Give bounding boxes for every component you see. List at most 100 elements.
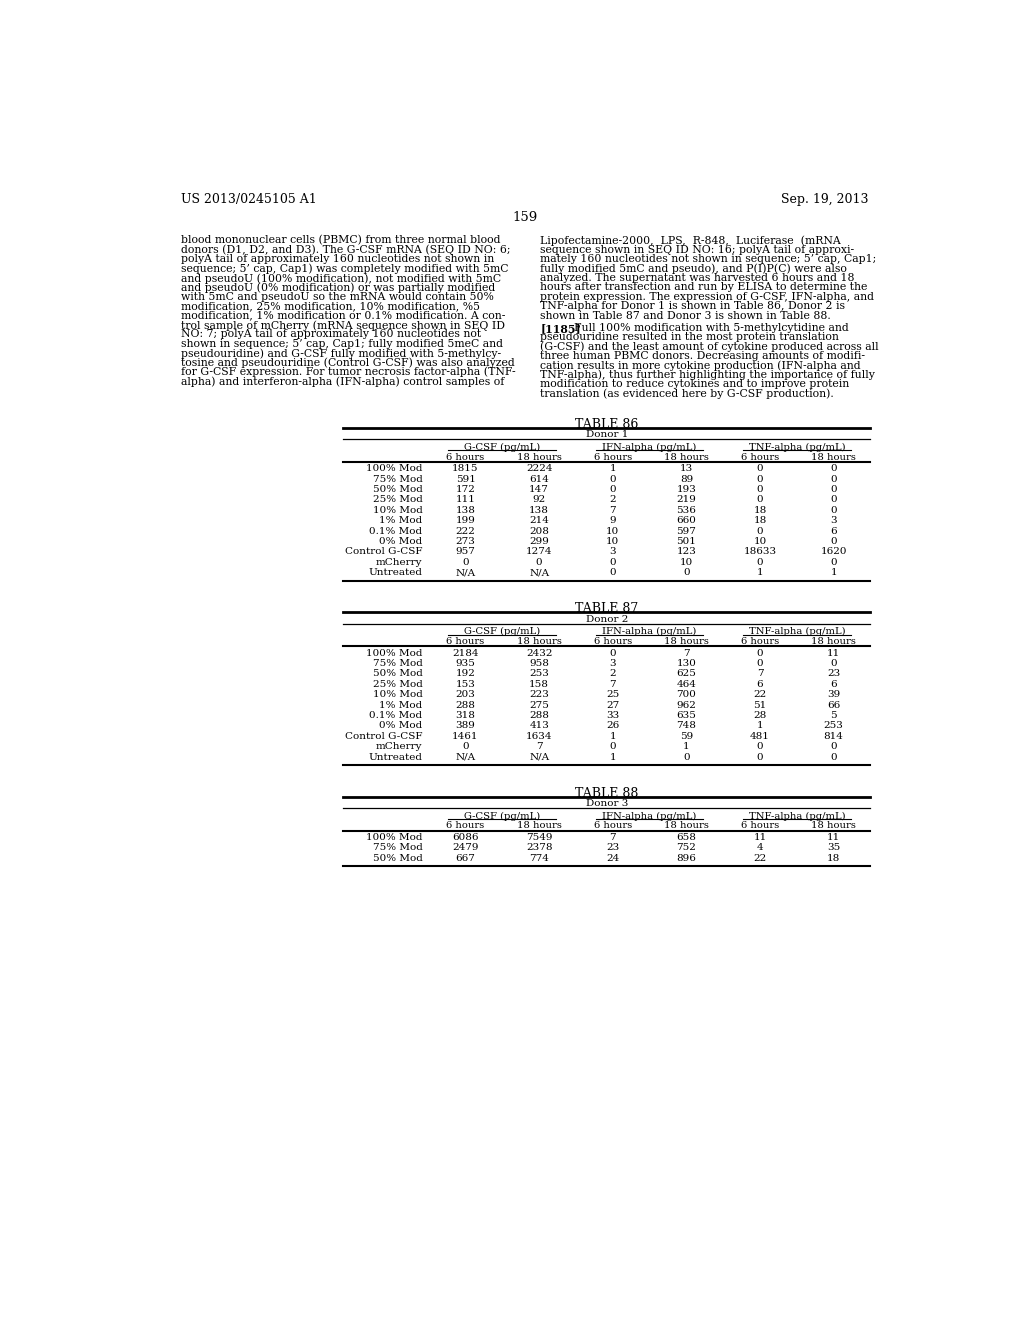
Text: 159: 159: [512, 211, 538, 224]
Text: 7: 7: [757, 669, 763, 678]
Text: 6 hours: 6 hours: [446, 453, 484, 462]
Text: Donor 2: Donor 2: [586, 615, 628, 623]
Text: 2: 2: [609, 669, 616, 678]
Text: Control G-CSF: Control G-CSF: [345, 548, 423, 556]
Text: Donor 1: Donor 1: [586, 430, 628, 440]
Text: polyA tail of approximately 160 nucleotides not shown in: polyA tail of approximately 160 nucleoti…: [180, 255, 494, 264]
Text: 0: 0: [830, 465, 837, 473]
Text: Lipofectamine-2000,  LPS,  R-848,  Luciferase  (mRNA: Lipofectamine-2000, LPS, R-848, Lucifera…: [541, 235, 841, 246]
Text: 0: 0: [609, 474, 616, 483]
Text: 10: 10: [754, 537, 767, 546]
Text: 6086: 6086: [453, 833, 479, 842]
Text: trol sample of mCherry (mRNA sequence shown in SEQ ID: trol sample of mCherry (mRNA sequence sh…: [180, 319, 505, 330]
Text: 7: 7: [609, 833, 616, 842]
Text: 1815: 1815: [453, 465, 479, 473]
Text: 3: 3: [830, 516, 837, 525]
Text: 748: 748: [677, 721, 696, 730]
Text: 814: 814: [823, 731, 844, 741]
Text: 223: 223: [529, 690, 549, 700]
Text: 7: 7: [683, 648, 690, 657]
Text: 6: 6: [830, 527, 837, 536]
Text: 0: 0: [757, 465, 763, 473]
Text: 253: 253: [823, 721, 844, 730]
Text: 59: 59: [680, 731, 693, 741]
Text: 7: 7: [609, 680, 616, 689]
Text: sequence shown in SEQ ID NO: 16; polyA tail of approxi-: sequence shown in SEQ ID NO: 16; polyA t…: [541, 244, 854, 255]
Text: TNF-alpha for Donor 1 is shown in Table 86, Donor 2 is: TNF-alpha for Donor 1 is shown in Table …: [541, 301, 845, 312]
Text: 1: 1: [609, 731, 616, 741]
Text: 10: 10: [606, 537, 620, 546]
Text: 0: 0: [830, 557, 837, 566]
Text: 1: 1: [609, 465, 616, 473]
Text: 75% Mod: 75% Mod: [373, 474, 423, 483]
Text: for G-CSF expression. For tumor necrosis factor-alpha (TNF-: for G-CSF expression. For tumor necrosis…: [180, 367, 515, 378]
Text: 75% Mod: 75% Mod: [373, 659, 423, 668]
Text: 193: 193: [677, 484, 696, 494]
Text: 597: 597: [677, 527, 696, 536]
Text: 660: 660: [677, 516, 696, 525]
Text: Full 100% modification with 5-methylcytidine and: Full 100% modification with 5-methylcyti…: [566, 323, 849, 333]
Text: 18 hours: 18 hours: [664, 821, 709, 830]
Text: 0: 0: [609, 648, 616, 657]
Text: 18 hours: 18 hours: [811, 821, 856, 830]
Text: 5: 5: [830, 711, 837, 719]
Text: 4: 4: [757, 843, 763, 853]
Text: 1: 1: [830, 568, 837, 577]
Text: 153: 153: [456, 680, 475, 689]
Text: 92: 92: [532, 495, 546, 504]
Text: 25: 25: [606, 690, 620, 700]
Text: 11: 11: [827, 833, 841, 842]
Text: 1% Mod: 1% Mod: [379, 516, 423, 525]
Text: 6 hours: 6 hours: [741, 638, 779, 645]
Text: 24: 24: [606, 854, 620, 863]
Text: 958: 958: [529, 659, 549, 668]
Text: 6 hours: 6 hours: [446, 638, 484, 645]
Text: 51: 51: [754, 701, 767, 710]
Text: and pseudoU (100% modification), not modified with 5mC: and pseudoU (100% modification), not mod…: [180, 273, 501, 284]
Text: 389: 389: [456, 721, 475, 730]
Text: 9: 9: [609, 516, 616, 525]
Text: TNF-alpha (pg/mL): TNF-alpha (pg/mL): [749, 442, 845, 451]
Text: 130: 130: [677, 659, 696, 668]
Text: 22: 22: [754, 854, 767, 863]
Text: 275: 275: [529, 701, 549, 710]
Text: 75% Mod: 75% Mod: [373, 843, 423, 853]
Text: 3: 3: [609, 659, 616, 668]
Text: blood mononuclear cells (PBMC) from three normal blood: blood mononuclear cells (PBMC) from thre…: [180, 235, 500, 246]
Text: 464: 464: [677, 680, 696, 689]
Text: 18 hours: 18 hours: [811, 638, 856, 645]
Text: 11: 11: [754, 833, 767, 842]
Text: Untreated: Untreated: [369, 752, 423, 762]
Text: 192: 192: [456, 669, 475, 678]
Text: IFN-alpha (pg/mL): IFN-alpha (pg/mL): [602, 812, 696, 821]
Text: 25% Mod: 25% Mod: [373, 680, 423, 689]
Text: 50% Mod: 50% Mod: [373, 854, 423, 863]
Text: 138: 138: [456, 506, 475, 515]
Text: 0: 0: [757, 752, 763, 762]
Text: 28: 28: [754, 711, 767, 719]
Text: 2432: 2432: [526, 648, 552, 657]
Text: 7: 7: [536, 742, 543, 751]
Text: 1634: 1634: [526, 731, 552, 741]
Text: 0: 0: [609, 557, 616, 566]
Text: 0: 0: [830, 484, 837, 494]
Text: 2224: 2224: [526, 465, 552, 473]
Text: 0: 0: [830, 495, 837, 504]
Text: 138: 138: [529, 506, 549, 515]
Text: shown in Table 87 and Donor 3 is shown in Table 88.: shown in Table 87 and Donor 3 is shown i…: [541, 310, 831, 321]
Text: 6: 6: [757, 680, 763, 689]
Text: 18 hours: 18 hours: [517, 821, 561, 830]
Text: 0: 0: [462, 742, 469, 751]
Text: 0: 0: [830, 659, 837, 668]
Text: 0: 0: [536, 557, 543, 566]
Text: donors (D1, D2, and D3). The G-CSF mRNA (SEQ ID NO: 6;: donors (D1, D2, and D3). The G-CSF mRNA …: [180, 244, 510, 255]
Text: 0: 0: [757, 495, 763, 504]
Text: [1185]: [1185]: [541, 323, 581, 334]
Text: 0: 0: [683, 752, 690, 762]
Text: 0: 0: [830, 742, 837, 751]
Text: 13: 13: [680, 465, 693, 473]
Text: 0: 0: [757, 527, 763, 536]
Text: 18 hours: 18 hours: [664, 453, 709, 462]
Text: 11: 11: [827, 648, 841, 657]
Text: and pseudoU (0% modification) or was partially modified: and pseudoU (0% modification) or was par…: [180, 282, 495, 293]
